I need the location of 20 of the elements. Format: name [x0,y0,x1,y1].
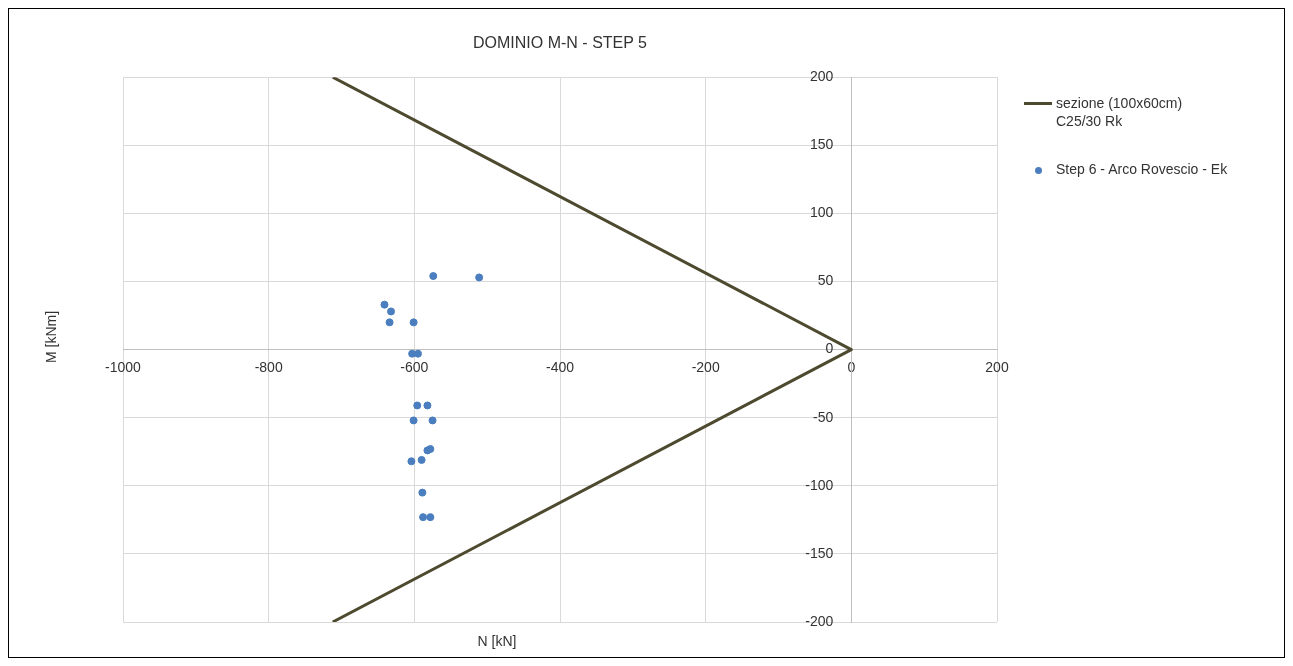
legend-label: Step 6 - Arco Rovescio - Ek [1056,160,1229,178]
y-tick-label: -200 [805,612,834,629]
y-tick-label: 50 [817,272,834,289]
x-axis-title: N [kN] [477,633,517,649]
y-tick-label: 150 [809,136,834,153]
x-tick-label: -200 [691,358,720,375]
y-tick-label: -100 [805,476,834,493]
legend-label: sezione (100x60cm) C25/30 Rk [1056,94,1184,130]
x-tick-label: 200 [985,358,1009,375]
y-tick-label: -50 [813,408,834,425]
y-tick-label: 0 [825,340,834,357]
y-tick-label: 200 [809,68,834,85]
chart-title: DOMINIO M-N - STEP 5 [473,34,648,52]
y-tick-label: 100 [809,204,834,221]
x-tick-label: -800 [254,358,283,375]
y-axis-title: M [kNm] [43,310,59,364]
x-tick-label: -1000 [105,358,142,375]
x-tick-label: -600 [400,358,429,375]
y-tick-label: -150 [805,544,834,561]
x-tick-label: -400 [545,358,575,375]
